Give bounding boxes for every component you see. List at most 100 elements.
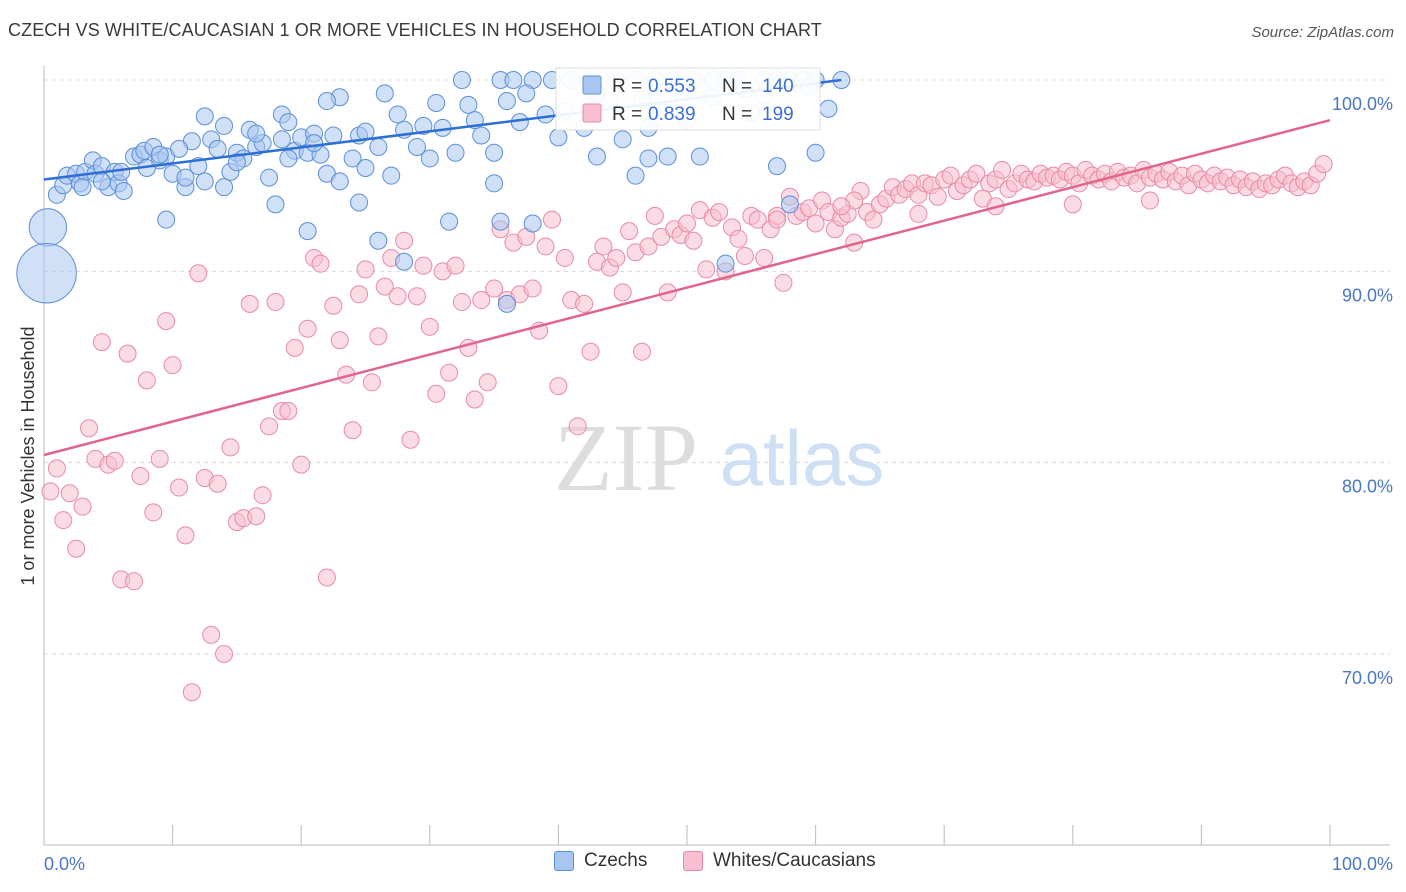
whites-point <box>150 449 169 468</box>
y-tick-label-90: 90.0% <box>1342 285 1393 305</box>
czechs-point <box>16 242 77 304</box>
whites-point <box>446 256 465 275</box>
whites-point <box>285 338 304 357</box>
czechs-point <box>260 168 279 187</box>
whites-point <box>253 486 272 505</box>
trendlines <box>43 78 1331 457</box>
whites-point <box>343 421 362 440</box>
legend-swatch-czechs <box>582 75 602 95</box>
czechs-point <box>716 254 735 273</box>
y-tick-labels: 70.0% 80.0% 90.0% 100.0% <box>1332 94 1393 688</box>
czechs-point <box>459 95 478 114</box>
whites-point <box>684 231 703 250</box>
whites-point <box>607 248 626 267</box>
czechs-point <box>150 145 169 164</box>
whites-point <box>967 164 986 183</box>
czechs-point <box>639 149 658 168</box>
whites-point <box>568 417 587 436</box>
bottom-legend: Czechs Whites/Caucasians <box>0 850 1406 880</box>
czechs-point <box>208 139 227 158</box>
czechs-point <box>279 149 298 168</box>
czechs-point <box>497 294 516 313</box>
whites-point <box>697 260 716 279</box>
czechs-point <box>768 157 787 176</box>
whites-point <box>1314 155 1333 174</box>
whites-point <box>523 279 542 298</box>
whites-point <box>639 237 658 256</box>
whites-point <box>47 459 66 478</box>
whites-point <box>472 291 491 310</box>
czechs-point <box>369 137 388 156</box>
czechs-point <box>536 105 555 124</box>
czechs-point <box>491 212 510 231</box>
czechs-point <box>266 195 285 214</box>
whites-point <box>208 474 227 493</box>
whites-point <box>330 331 349 350</box>
whites-point <box>632 342 651 361</box>
czechs-point <box>420 149 439 168</box>
whites-point <box>54 511 73 530</box>
czechs-point <box>73 178 92 197</box>
czechs-point <box>317 92 336 111</box>
legend-item-czechs[interactable]: Czechs <box>554 850 647 872</box>
y-tick-label-80: 80.0% <box>1342 477 1393 497</box>
whites-point <box>388 287 407 306</box>
whites-point <box>125 572 144 591</box>
legend-swatch-whites <box>582 103 602 123</box>
czechs-point <box>170 139 189 158</box>
whites-point <box>260 417 279 436</box>
whites-point <box>575 294 594 313</box>
whites-point <box>350 285 369 304</box>
czechs-point <box>504 71 523 89</box>
czechs-point <box>780 195 799 214</box>
czechs-point <box>440 212 459 231</box>
czechs-point <box>497 92 516 111</box>
whites-point <box>806 214 825 233</box>
whites-point <box>215 645 234 663</box>
whites-point <box>105 451 124 470</box>
czechs-point <box>388 105 407 124</box>
czechs-point <box>114 181 133 200</box>
whites-point <box>735 247 754 266</box>
whites-trendline <box>43 118 1331 457</box>
czechs-point <box>517 84 536 103</box>
czechs-point <box>414 116 433 135</box>
whites-point <box>80 419 99 438</box>
source-label: Source: ZipAtlas.com <box>1251 24 1394 41</box>
whites-point <box>369 327 388 346</box>
whites-point <box>427 384 446 403</box>
whites-point <box>536 237 555 256</box>
whites-point <box>993 160 1012 179</box>
whites-point <box>1140 191 1159 210</box>
chart-title: CZECH VS WHITE/CAUCASIAN 1 OR MORE VEHIC… <box>8 20 822 40</box>
czechs-point <box>227 153 246 172</box>
whites-point <box>581 342 600 361</box>
whites-point <box>163 356 182 375</box>
czechs-point <box>356 159 375 178</box>
legend-r-value-czechs: 0.553 <box>648 76 696 97</box>
whites-point <box>768 210 787 229</box>
czechs-point <box>215 178 234 197</box>
czechs-point <box>330 172 349 191</box>
czechs-point <box>690 147 709 166</box>
legend-item-whites[interactable]: Whites/Caucasians <box>683 850 876 872</box>
whites-point <box>613 283 632 302</box>
czechs-point <box>215 116 234 135</box>
whites-point <box>182 683 201 702</box>
legend-label-whites: Whites/Caucasians <box>713 850 876 871</box>
whites-point <box>221 438 240 457</box>
czechs-point <box>819 99 838 118</box>
whites-point <box>311 254 330 273</box>
x-tick-label-100: 100.0% <box>1332 854 1393 874</box>
whites-point <box>41 482 60 501</box>
whites-point <box>247 507 266 526</box>
legend-swatch-whites-bottom <box>683 851 703 871</box>
whites-point <box>414 256 433 275</box>
czechs-point <box>485 143 504 162</box>
whites-point <box>909 204 928 223</box>
czechs-point <box>279 113 298 132</box>
whites-point <box>292 455 311 474</box>
whites-point <box>864 210 883 229</box>
whites-point <box>452 292 471 311</box>
whites-point <box>555 248 574 267</box>
